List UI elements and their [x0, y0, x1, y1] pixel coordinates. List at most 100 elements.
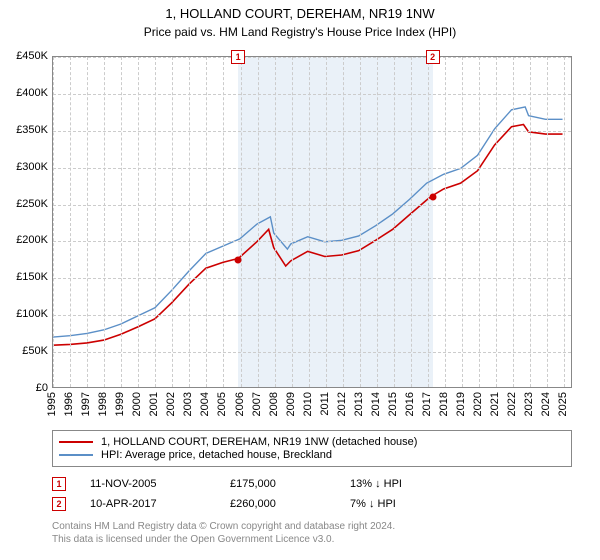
- x-tick-label: 2019: [455, 392, 467, 416]
- grid-line-v: [275, 57, 276, 387]
- grid-line-v: [445, 57, 446, 387]
- grid-line-v: [513, 57, 514, 387]
- grid-line-v: [53, 57, 54, 387]
- x-tick-label: 2014: [370, 392, 382, 416]
- x-tick-label: 2023: [523, 392, 535, 416]
- x-tick-label: 2024: [540, 392, 552, 416]
- grid-line-h: [53, 352, 571, 353]
- chart-container: 1, HOLLAND COURT, DEREHAM, NR19 1NW Pric…: [0, 0, 600, 560]
- y-tick-label: £150K: [0, 271, 48, 283]
- y-tick-label: £300K: [0, 161, 48, 173]
- x-tick-label: 2004: [199, 392, 211, 416]
- grid-line-h: [53, 241, 571, 242]
- grid-line-h: [53, 168, 571, 169]
- grid-line-v: [564, 57, 565, 387]
- x-tick-label: 1996: [63, 392, 75, 416]
- footer-line-1: Contains HM Land Registry data © Crown c…: [52, 520, 572, 533]
- grid-line-v: [172, 57, 173, 387]
- grid-line-v: [377, 57, 378, 387]
- chart-subtitle: Price paid vs. HM Land Registry's House …: [0, 23, 600, 39]
- x-tick-label: 2000: [131, 392, 143, 416]
- grid-line-v: [462, 57, 463, 387]
- x-tick-label: 2009: [285, 392, 297, 416]
- x-tick-label: 2021: [489, 392, 501, 416]
- y-tick-label: £0: [0, 382, 48, 394]
- x-tick-label: 2006: [234, 392, 246, 416]
- x-tick-label: 2025: [557, 392, 569, 416]
- grid-line-v: [258, 57, 259, 387]
- grid-line-v: [223, 57, 224, 387]
- y-tick-label: £350K: [0, 124, 48, 136]
- legend-item: 1, HOLLAND COURT, DEREHAM, NR19 1NW (det…: [59, 436, 565, 448]
- footer-attribution: Contains HM Land Registry data © Crown c…: [52, 520, 572, 546]
- sale-price: £175,000: [230, 478, 350, 490]
- grid-line-v: [87, 57, 88, 387]
- grid-line-v: [530, 57, 531, 387]
- grid-line-v: [241, 57, 242, 387]
- sale-row: 2 10-APR-2017£260,0007% ↓ HPI: [52, 494, 572, 514]
- x-tick-label: 2013: [353, 392, 365, 416]
- x-tick-label: 2016: [404, 392, 416, 416]
- x-tick-label: 2007: [251, 392, 263, 416]
- line-layer: [53, 57, 571, 387]
- x-tick-label: 2010: [302, 392, 314, 416]
- sale-price: £260,000: [230, 498, 350, 510]
- x-tick-label: 2017: [421, 392, 433, 416]
- grid-line-h: [53, 131, 571, 132]
- sale-marker: 1: [231, 50, 245, 64]
- x-tick-label: 2002: [165, 392, 177, 416]
- y-tick-label: £250K: [0, 198, 48, 210]
- x-tick-label: 2011: [319, 392, 331, 416]
- plot-frame: 12: [52, 56, 572, 388]
- sale-row-marker: 2: [52, 497, 66, 511]
- y-tick-label: £50K: [0, 345, 48, 357]
- x-tick-label: 2008: [268, 392, 280, 416]
- x-tick-label: 2015: [387, 392, 399, 416]
- sale-row-marker: 1: [52, 477, 66, 491]
- sale-date: 11-NOV-2005: [90, 478, 230, 490]
- sales-table: 111-NOV-2005£175,00013% ↓ HPI210-APR-201…: [52, 474, 572, 514]
- x-tick-label: 2005: [216, 392, 228, 416]
- x-tick-label: 1997: [80, 392, 92, 416]
- grid-line-v: [479, 57, 480, 387]
- chart-title: 1, HOLLAND COURT, DEREHAM, NR19 1NW: [0, 0, 600, 23]
- grid-line-v: [496, 57, 497, 387]
- y-tick-label: £450K: [0, 50, 48, 62]
- grid-line-v: [138, 57, 139, 387]
- plot-area: 12 £0£50K£100K£150K£200K£250K£300K£350K£…: [52, 56, 572, 388]
- grid-line-h: [53, 57, 571, 58]
- legend: 1, HOLLAND COURT, DEREHAM, NR19 1NW (det…: [52, 430, 572, 467]
- sale-dot: [235, 256, 242, 263]
- grid-line-v: [121, 57, 122, 387]
- grid-line-v: [155, 57, 156, 387]
- grid-line-v: [309, 57, 310, 387]
- legend-label: HPI: Average price, detached house, Brec…: [101, 449, 332, 461]
- x-tick-label: 1998: [97, 392, 109, 416]
- x-tick-label: 2012: [336, 392, 348, 416]
- sale-date: 10-APR-2017: [90, 498, 230, 510]
- grid-line-v: [360, 57, 361, 387]
- x-tick-label: 2022: [506, 392, 518, 416]
- x-tick-label: 2020: [472, 392, 484, 416]
- x-tick-label: 1995: [46, 392, 58, 416]
- y-tick-label: £200K: [0, 234, 48, 246]
- x-tick-label: 2001: [148, 392, 160, 416]
- grid-line-v: [70, 57, 71, 387]
- grid-line-h: [53, 315, 571, 316]
- grid-line-v: [104, 57, 105, 387]
- grid-line-h: [53, 205, 571, 206]
- grid-line-h: [53, 94, 571, 95]
- sale-row: 111-NOV-2005£175,00013% ↓ HPI: [52, 474, 572, 494]
- grid-line-v: [343, 57, 344, 387]
- grid-line-v: [326, 57, 327, 387]
- x-tick-label: 1999: [114, 392, 126, 416]
- footer-line-2: This data is licensed under the Open Gov…: [52, 533, 572, 546]
- sale-marker: 2: [426, 50, 440, 64]
- legend-swatch: [59, 454, 93, 456]
- sale-delta: 7% ↓ HPI: [350, 498, 470, 510]
- legend-item: HPI: Average price, detached house, Brec…: [59, 449, 565, 461]
- legend-swatch: [59, 441, 93, 443]
- legend-label: 1, HOLLAND COURT, DEREHAM, NR19 1NW (det…: [101, 436, 417, 448]
- y-tick-label: £400K: [0, 87, 48, 99]
- grid-line-v: [411, 57, 412, 387]
